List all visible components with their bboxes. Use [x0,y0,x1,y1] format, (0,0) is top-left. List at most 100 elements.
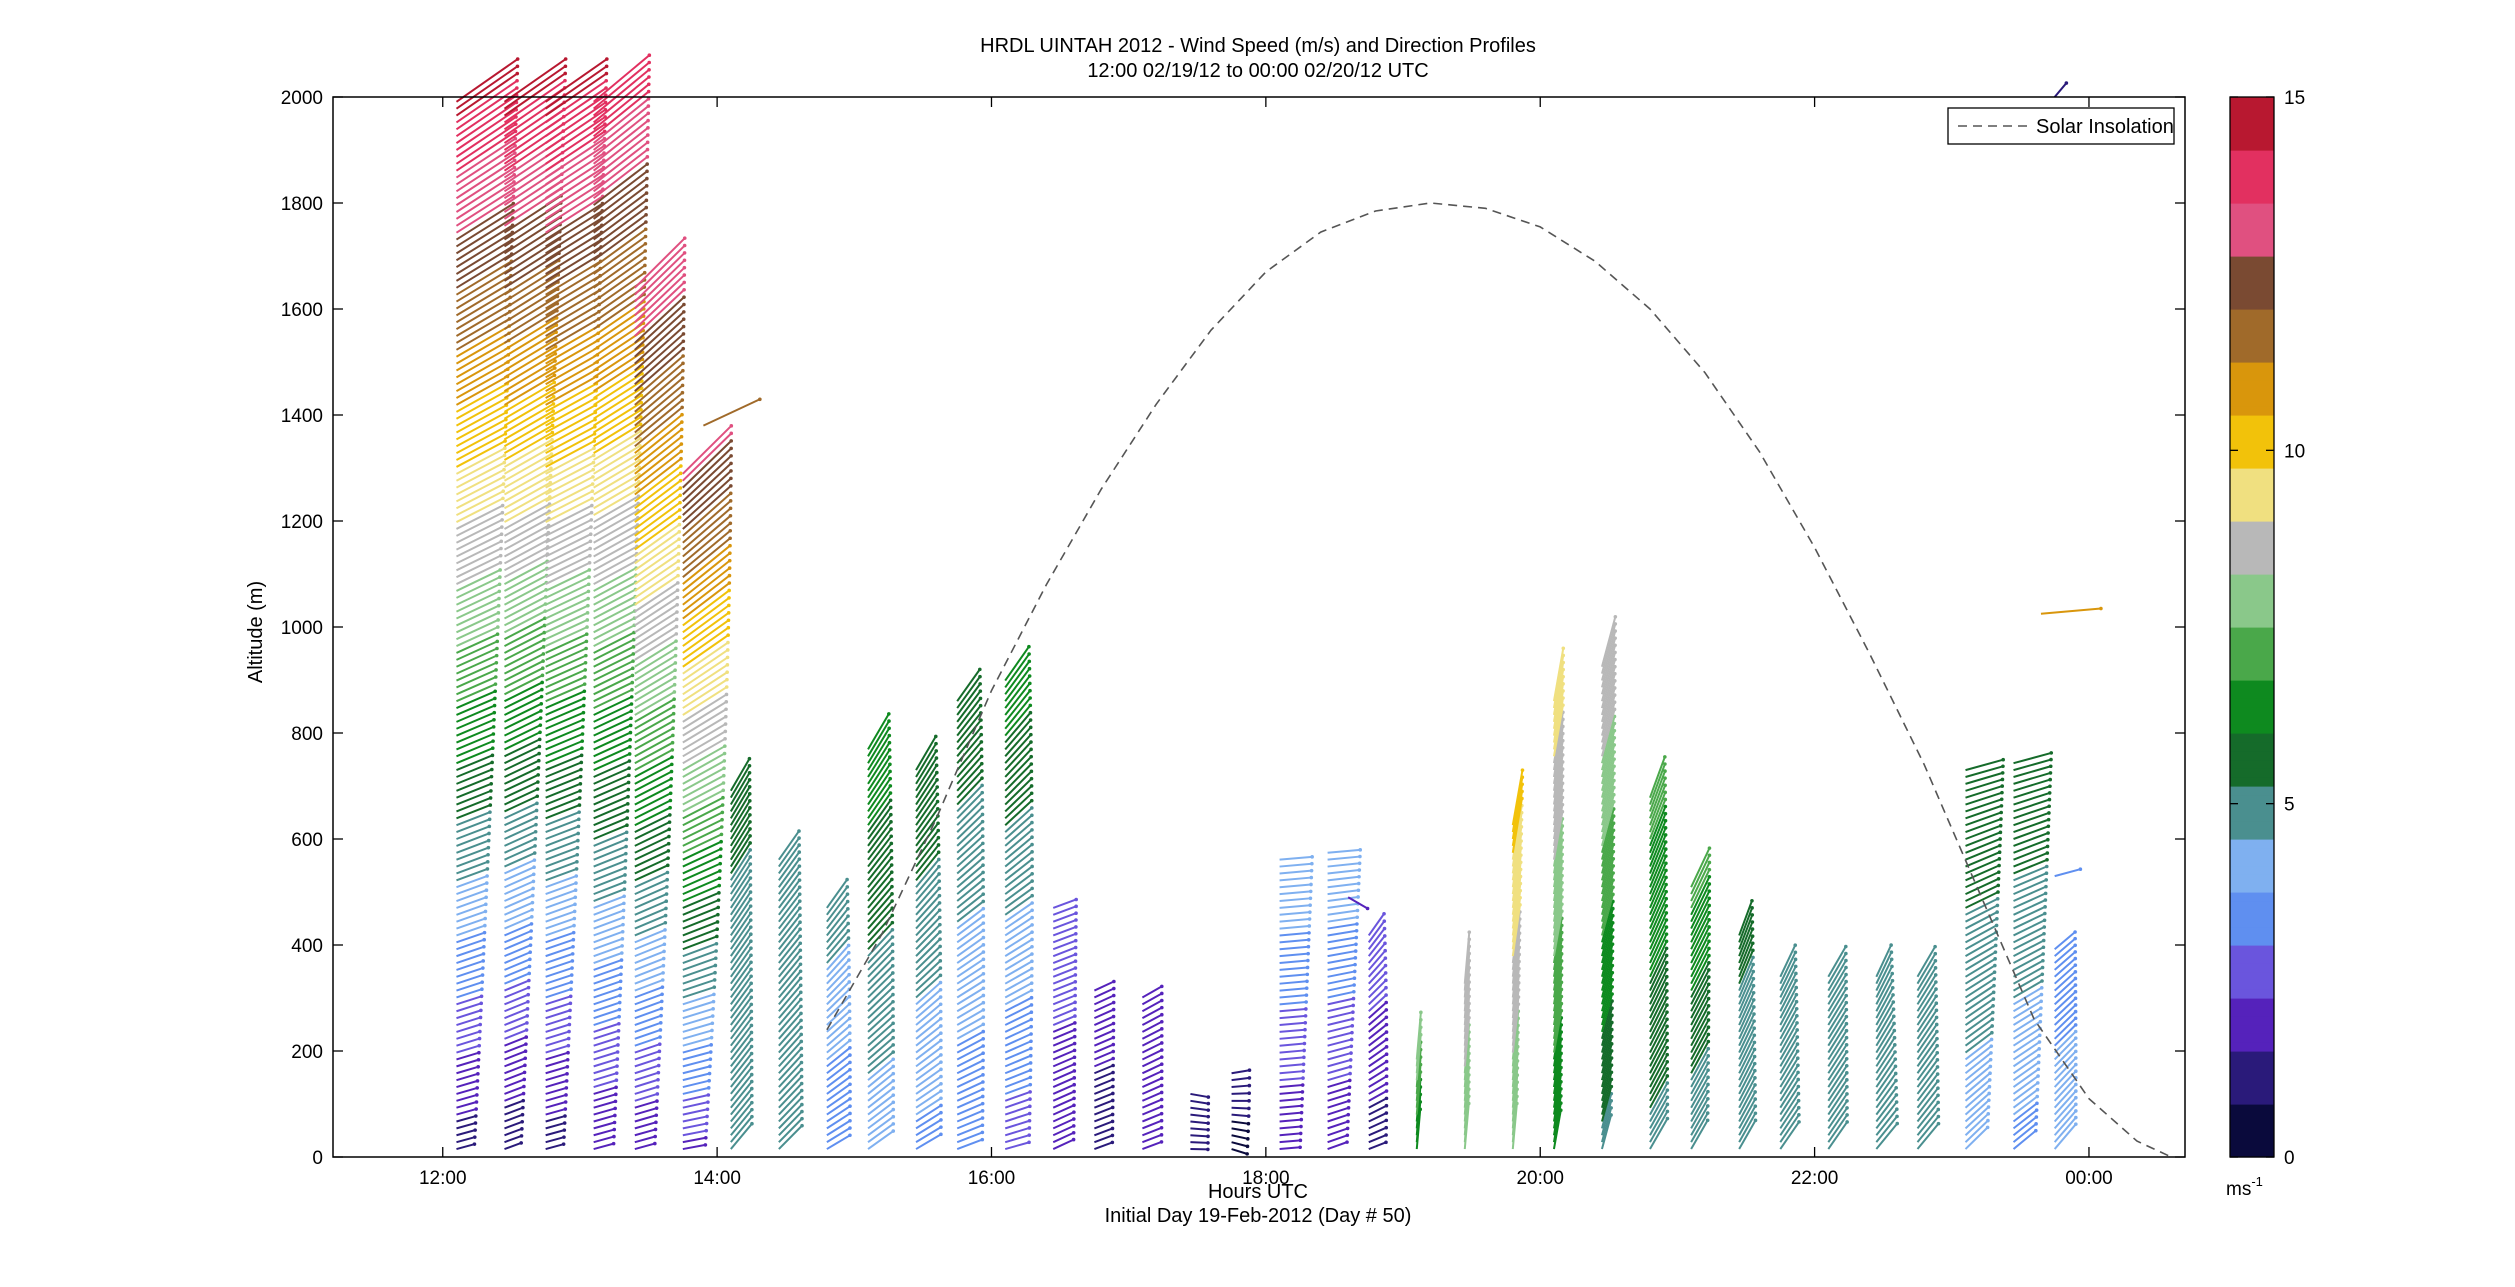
wind-barb-head [578,796,582,800]
wind-barb-head [1845,1015,1849,1019]
wind-barb-head [496,625,500,629]
wind-barb-head [1892,1015,1896,1019]
wind-barb-head [647,104,651,108]
wind-barb-head [1029,740,1033,744]
wind-barb-head [1895,1115,1899,1119]
colorbar-segment [2230,804,2274,813]
wind-barb-head [1111,1106,1115,1110]
wind-barb-head [1385,1008,1389,1012]
wind-barb-head [682,332,686,336]
wind-barb-head [887,712,891,716]
wind-barb-head [1029,1018,1033,1022]
wind-barb-head [890,914,894,918]
wind-barb-head [1753,1097,1757,1101]
wind-barb-head [981,1095,985,1099]
wind-barb-head [1309,890,1313,894]
wind-barb-head [1708,882,1712,886]
wind-barb-head [1754,1104,1758,1108]
wind-barb-head [939,1089,943,1093]
wind-barb-head [982,958,986,962]
colorbar-segment [2230,318,2274,327]
wind-barb-head [535,802,539,806]
wind-barb-head [891,1000,895,1004]
wind-barb-head [605,72,609,76]
wind-barb-head [678,501,682,505]
wind-barb-head [1160,1013,1164,1017]
wind-barb-head [1358,868,1362,872]
colorbar-segment [2230,336,2274,345]
wind-barb-head [646,155,650,159]
wind-barb-head [1072,1124,1076,1128]
wind-barb-head [1030,799,1034,803]
wind-barb-head [533,844,537,848]
wind-barb-head [1935,1009,1939,1013]
wind-barb-head [502,475,506,479]
wind-barb-head [586,611,590,615]
wind-barb-head [938,908,942,912]
wind-barb-head [715,927,719,931]
wind-barb-head [2039,1006,2043,1010]
wind-barb-head [1996,884,2000,888]
wind-barb-head [590,511,594,515]
wind-barb-head [621,923,625,927]
wind-barb-head [482,945,486,949]
colorbar-segment [2230,477,2274,486]
wind-barb-head [495,661,499,665]
wind-barb-head [538,738,542,742]
colorbar-segment [2230,680,2274,689]
wind-barb-head [729,484,733,488]
wind-barb-head [532,873,536,877]
wind-barb-head [681,362,685,366]
wind-barb-head [492,711,496,715]
wind-barb-head [1993,957,1997,961]
colorbar-segment [2230,185,2274,194]
wind-barb-head [800,1075,804,1079]
wind-barb-head [621,930,625,934]
colorbar-segment [2230,521,2274,530]
wind-barb-head [798,892,802,896]
wind-barb-head [576,839,580,843]
wind-barb-head [1303,1028,1307,1032]
wind-barb-head [2074,1003,2078,1007]
wind-barb-head [1561,646,1565,650]
wind-barb-head [1796,1078,1800,1082]
wind-barb-head [668,806,672,810]
wind-barb-head [499,554,503,558]
wind-barb-head [1074,980,1078,984]
wind-barb-head [477,1058,481,1062]
wind-barb-head [1299,1132,1303,1136]
wind-barb-head [1893,1057,1897,1061]
wind-barb-head [589,525,593,529]
wind-barb-head [1111,1057,1115,1061]
colorbar-segment [2230,662,2274,671]
wind-barb-head [2049,758,2053,762]
wind-barb-head [1073,987,1077,991]
colorbar-segment [2230,645,2274,654]
wind-barb-head [534,837,538,841]
wind-barb-head [938,901,942,905]
wind-barb-head [1347,1106,1351,1110]
wind-barb-head [483,917,487,921]
wind-barb-head [1665,939,1669,943]
wind-barb-head [1029,726,1033,730]
wind-barb-head [891,1057,895,1061]
wind-barb-head [1028,660,1032,664]
wind-barb-head [1665,1017,1669,1021]
wind-barb-head [2041,952,2045,956]
wind-barb-head [1030,981,1034,985]
wind-barb-head [1707,925,1711,929]
wind-barb-head [605,64,609,68]
wind-barb-head [982,1015,986,1019]
wind-barb-head [1351,1010,1355,1014]
wind-barb-head [707,1079,711,1083]
wind-barb-head [705,1122,709,1126]
wind-barb-head [848,1097,852,1101]
wind-barb-head [891,1050,895,1054]
wind-barb-head [579,782,583,786]
wind-barb-head [1999,811,2003,815]
wind-barb-head [591,468,595,472]
wind-barb-head [2041,959,2045,963]
wind-barb-head [798,864,802,868]
wind-barb-head [499,547,503,551]
wind-barb-head [551,409,555,413]
